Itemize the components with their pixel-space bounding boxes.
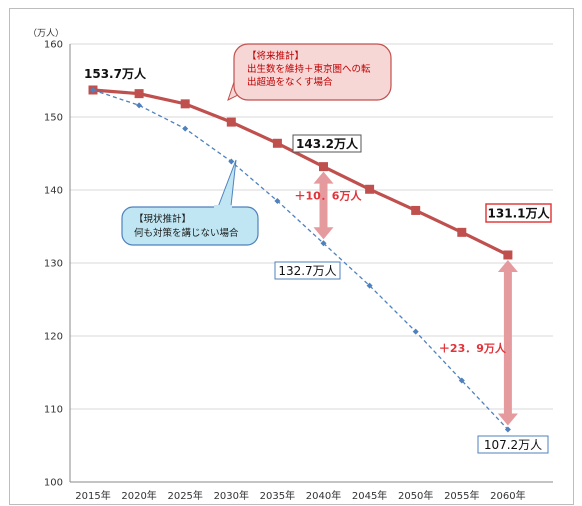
- data-point-current: [228, 158, 235, 165]
- data-point-future: [365, 184, 375, 194]
- data-point-future: [134, 89, 144, 99]
- data-point-current: [366, 282, 373, 289]
- data-point-future: [226, 117, 236, 127]
- x-tick-label: 2020年: [121, 489, 156, 502]
- data-point-current: [458, 377, 465, 384]
- data-point-future: [411, 205, 421, 215]
- difference-label: ＋10．6万人: [295, 188, 363, 202]
- x-tick-label: 2050年: [398, 489, 433, 502]
- data-point-current: [136, 102, 143, 109]
- x-tick-label: 2055年: [444, 489, 479, 502]
- data-point-future: [457, 227, 467, 237]
- y-tick-label: 120: [44, 332, 63, 343]
- callout-current-line: 何も対策を講じない場合: [134, 227, 239, 239]
- point-label-current-2060-box: [477, 435, 549, 454]
- callout-future-line: 出超過をなくす場合: [247, 76, 333, 88]
- callout-future: [233, 43, 392, 101]
- point-label-2015: 153.7万人: [84, 66, 147, 81]
- callout-current-line: 【現状推計】: [134, 213, 191, 225]
- y-unit-label: （万人）: [28, 28, 64, 39]
- data-point-future: [272, 138, 282, 148]
- series-line-future: [92, 88, 509, 257]
- y-tick-label: 150: [44, 113, 63, 124]
- data-point-future: [503, 250, 513, 260]
- point-label-future-2060-box: [485, 203, 552, 223]
- point-label-current-2040-box: [274, 261, 341, 280]
- data-point-current: [182, 125, 189, 132]
- difference-arrow: [497, 259, 518, 426]
- difference-arrow: [313, 171, 334, 240]
- data-point-current: [504, 426, 511, 433]
- callout-future-line: 【将来推計】: [247, 50, 304, 62]
- point-label-current-2060: 107.2万人: [484, 438, 542, 452]
- x-tick-label: 2030年: [214, 489, 249, 502]
- series-line-current: [92, 89, 509, 430]
- callout-pointer-mask: [235, 80, 265, 88]
- point-label-current-2040: 132.7万人: [278, 264, 336, 278]
- data-point-current: [90, 86, 96, 93]
- x-tick-label: 2060年: [490, 489, 525, 502]
- x-tick-label: 2015年: [75, 489, 110, 502]
- callout-current: [121, 206, 259, 246]
- x-tick-label: 2040年: [306, 489, 341, 502]
- callout-pointer-mask: [214, 205, 232, 211]
- difference-label: ＋23．9万人: [439, 341, 507, 355]
- data-point-current: [320, 240, 327, 247]
- y-tick-label: 100: [44, 478, 63, 489]
- data-point-future: [180, 99, 190, 109]
- callout-future-line: 出生数を維持＋東京圏への転: [247, 63, 371, 75]
- data-point-future: [319, 162, 328, 172]
- y-tick-label: 110: [44, 405, 63, 416]
- y-tick-label: 140: [44, 186, 63, 197]
- data-point-current: [274, 197, 281, 204]
- point-label-future-2040-box: [292, 134, 362, 153]
- point-label-future-2060: 131.1万人: [488, 206, 551, 221]
- x-tick-label: 2025年: [167, 489, 202, 502]
- data-point-current: [412, 328, 419, 335]
- x-tick-label: 2045年: [352, 489, 387, 502]
- point-label-future-2040: 143.2万人: [296, 136, 359, 151]
- x-tick-label: 2035年: [260, 489, 295, 502]
- y-tick-label: 130: [44, 259, 63, 270]
- y-tick-label: 160: [44, 40, 63, 51]
